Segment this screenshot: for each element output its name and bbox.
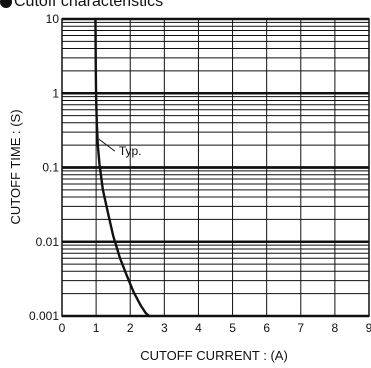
chart-header: Cutoff characteristics	[0, 0, 163, 13]
x-tick-label: 9	[366, 321, 371, 335]
annotation-label: Typ.	[119, 144, 142, 158]
plot-frame	[61, 18, 370, 317]
y-axis-label: CUTOFF TIME : (S)	[8, 109, 23, 224]
y-tick-label: 0.001	[29, 309, 59, 323]
series-line	[94, 17, 151, 318]
x-tick-label: 0	[59, 321, 66, 335]
y-tick-label: 1	[52, 86, 59, 100]
x-tick-label: 5	[229, 321, 236, 335]
grid	[61, 17, 370, 318]
chart-title: Cutoff characteristics	[14, 0, 164, 10]
x-tick-label: 6	[263, 321, 270, 335]
x-tick-label: 2	[127, 321, 134, 335]
bullet-icon	[0, 0, 12, 8]
tick-labels: 0 1 2 3 4 5 6 7 8 9 0.001 0.01 0.1 1 10	[29, 12, 371, 335]
x-tick-label: 7	[297, 321, 304, 335]
y-tick-label: 0.01	[36, 235, 60, 249]
x-tick-label: 8	[332, 321, 339, 335]
annotations: Typ.	[98, 138, 142, 158]
y-tick-label: 0.1	[42, 161, 59, 175]
x-tick-label: 3	[161, 321, 168, 335]
x-tick-label: 4	[195, 321, 202, 335]
x-tick-label: 1	[93, 321, 100, 335]
y-tick-label: 10	[46, 12, 60, 26]
x-axis-label: CUTOFF CURRENT : (A)	[140, 348, 288, 363]
annotation-leader-line	[98, 138, 116, 152]
series-lines	[94, 17, 151, 318]
